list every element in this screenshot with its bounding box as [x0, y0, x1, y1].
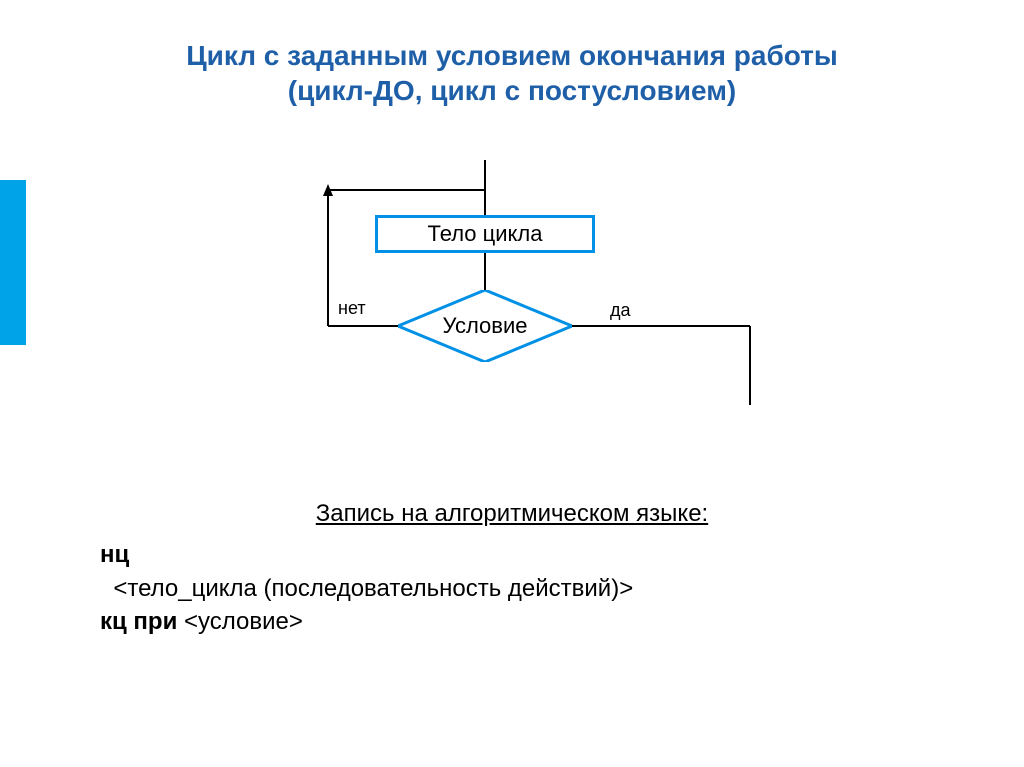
- code-cond-text: <условие>: [184, 608, 303, 635]
- page-title: Цикл с заданным условием окончания работ…: [0, 38, 1024, 108]
- flowchart: Тело цикла Условие нет да: [280, 160, 800, 420]
- loop-body-label: Тело цикла: [428, 221, 543, 247]
- pseudocode-block: нц <тело_цикла (последовательность дейст…: [100, 538, 633, 639]
- condition-label: Условие: [398, 290, 572, 362]
- algorithmic-subtitle: Запись на алгоритмическом языке:: [0, 500, 1024, 528]
- code-indent: [100, 575, 113, 602]
- loop-body-box: Тело цикла: [375, 215, 595, 253]
- title-line-2: (цикл-ДО, цикл с постусловием): [288, 75, 736, 106]
- code-line-2: <тело_цикла (последовательность действий…: [100, 572, 633, 606]
- kw-nc: нц: [100, 541, 129, 568]
- yes-branch-label: да: [610, 300, 631, 321]
- code-line-1: нц: [100, 538, 633, 572]
- left-accent-bar: [0, 180, 26, 345]
- code-line-3: кц при <условие>: [100, 605, 633, 639]
- condition-diamond: Условие: [398, 290, 572, 362]
- code-body-text: <тело_цикла (последовательность действий…: [113, 575, 633, 602]
- title-line-1: Цикл с заданным условием окончания работ…: [186, 40, 838, 71]
- kw-kc-pri: кц при: [100, 608, 184, 635]
- no-branch-label: нет: [338, 298, 366, 319]
